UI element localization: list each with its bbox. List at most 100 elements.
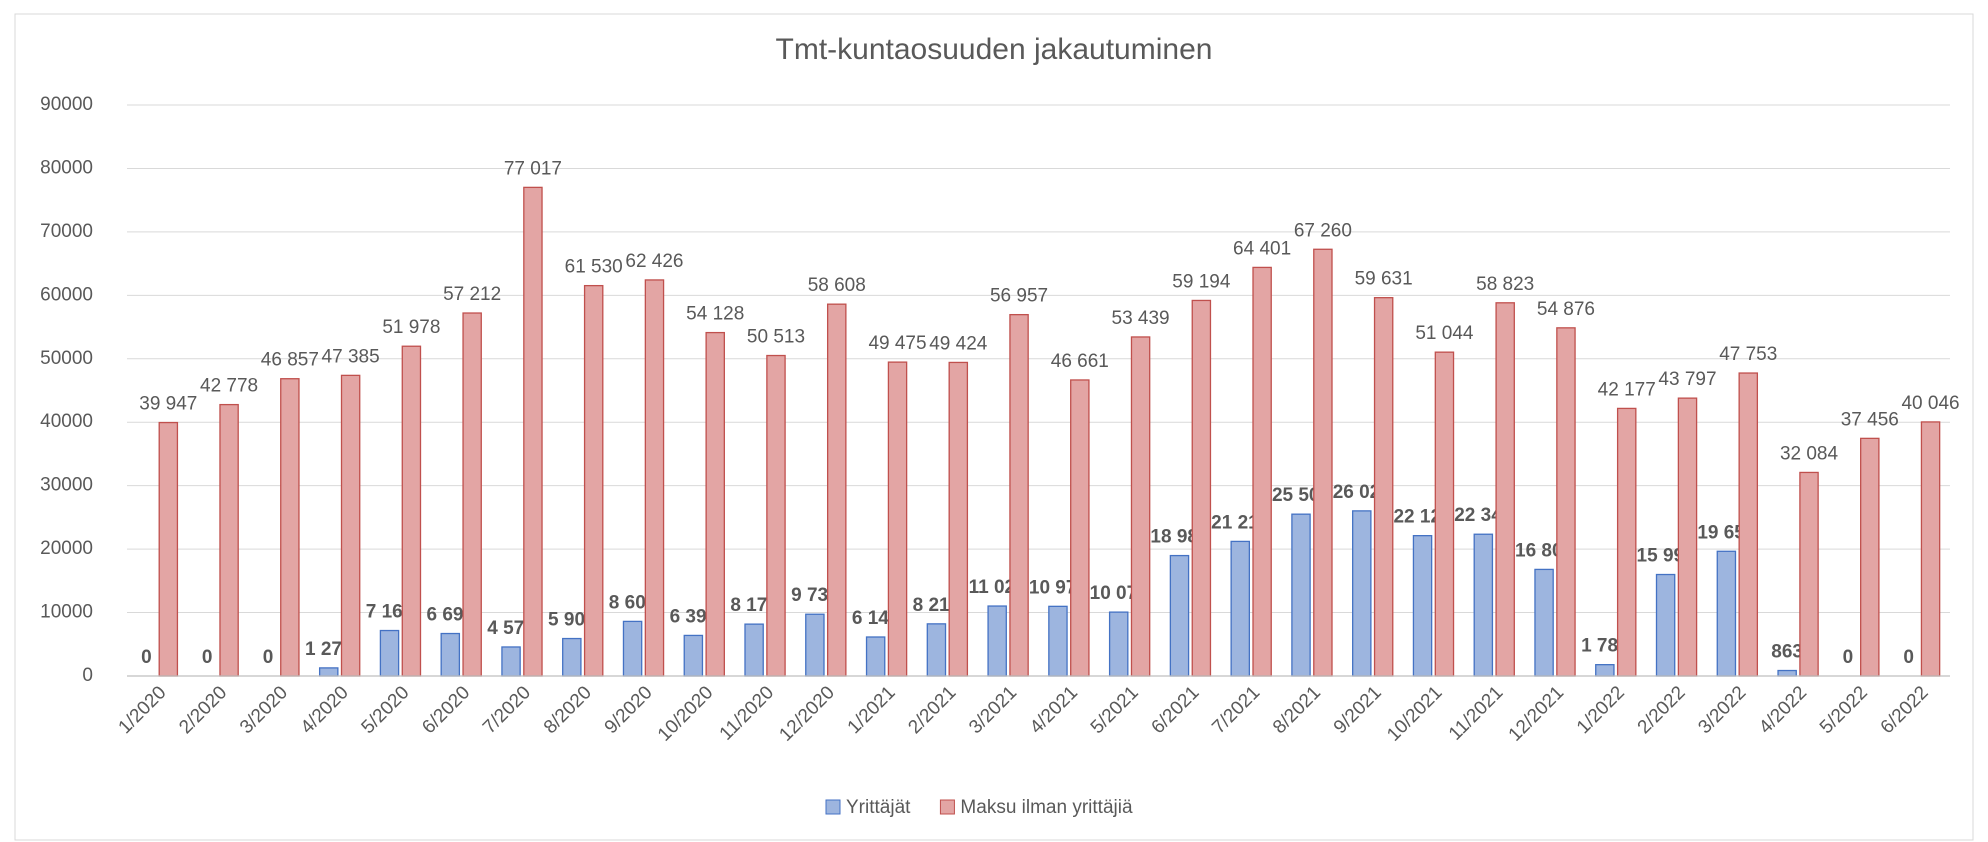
bar: [1313, 248, 1333, 677]
bar: [1009, 313, 1029, 677]
bar: [1373, 297, 1394, 677]
bar: [1352, 510, 1372, 677]
bar: [1108, 611, 1129, 677]
value-label: 42 177: [1598, 379, 1656, 400]
bar: [1291, 513, 1311, 677]
y-tick-label: 30000: [40, 475, 93, 496]
y-tick-label: 70000: [40, 221, 93, 242]
bar: [865, 636, 886, 677]
bar: [158, 421, 179, 677]
bar: [1556, 327, 1576, 677]
value-label: 32 084: [1780, 443, 1839, 464]
legend-label: Yrittäjät: [846, 797, 911, 818]
bar: [1473, 533, 1494, 677]
y-tick-label: 60000: [40, 284, 93, 305]
value-label: 49 475: [868, 333, 926, 354]
y-tick-label: 0: [82, 665, 93, 686]
value-label: 54 128: [686, 304, 744, 325]
value-label: 57 212: [443, 284, 501, 305]
value-label: 64 401: [1233, 238, 1291, 259]
bar: [219, 403, 239, 677]
value-label: 59 631: [1355, 269, 1413, 290]
bar: [987, 605, 1007, 677]
value-label: 54 876: [1537, 299, 1595, 320]
value-label: 46 661: [1051, 351, 1109, 372]
value-label: 0: [1843, 647, 1854, 668]
value-label: 58 608: [808, 275, 866, 296]
bar: [1595, 664, 1615, 677]
bar: [1434, 351, 1455, 677]
bar: [705, 331, 725, 677]
bar: [1738, 372, 1759, 677]
bar: [1048, 605, 1068, 677]
bar: [1777, 669, 1797, 677]
bar: [501, 646, 521, 677]
bar: [1677, 397, 1698, 677]
value-label: 6 147: [852, 608, 900, 629]
y-tick-label: 50000: [40, 348, 93, 369]
bar: [440, 632, 461, 677]
value-label: 0: [202, 647, 213, 668]
value-label: 8 219: [913, 595, 961, 616]
bar: [462, 312, 482, 677]
bar: [926, 623, 947, 677]
bar: [318, 667, 339, 677]
value-label: 0: [141, 647, 152, 668]
bar: [744, 623, 764, 677]
value-label: 62 426: [625, 251, 683, 272]
bar: [340, 374, 361, 677]
value-label: 42 778: [200, 376, 258, 397]
value-label: 47 753: [1719, 344, 1777, 365]
value-label: 46 857: [261, 350, 319, 371]
legend-swatch: [825, 799, 841, 815]
bar: [826, 303, 847, 677]
bar: [1230, 540, 1251, 677]
bar: [1655, 573, 1676, 677]
bar: [523, 186, 543, 677]
bar: [1191, 299, 1212, 677]
value-label: 7 167: [366, 602, 414, 623]
value-label: 0: [263, 647, 274, 668]
value-label: 43 797: [1658, 369, 1716, 390]
value-label: 40 046: [1901, 393, 1959, 414]
value-label: 863: [1771, 642, 1803, 663]
bar: [379, 629, 400, 677]
value-label: 67 260: [1294, 220, 1352, 241]
y-tick-label: 80000: [40, 157, 93, 178]
value-label: 47 385: [322, 346, 380, 367]
bar: [644, 279, 665, 677]
value-label: 1 277: [305, 639, 353, 660]
y-tick-label: 20000: [40, 538, 93, 559]
value-label: 1 786: [1581, 636, 1629, 657]
bar: [887, 361, 908, 677]
value-label: 0: [1903, 647, 1914, 668]
bar: [401, 345, 422, 677]
y-tick-label: 40000: [40, 411, 93, 432]
y-tick-label: 90000: [40, 94, 93, 115]
bar: [1860, 437, 1880, 677]
value-label: 56 957: [990, 286, 1048, 307]
bar: [1169, 554, 1190, 677]
value-label: 50 513: [747, 327, 805, 348]
bar: [622, 620, 643, 677]
value-label: 51 044: [1415, 323, 1474, 344]
bar: [1716, 550, 1737, 677]
value-label: 8 177: [730, 595, 778, 616]
bar: [1799, 471, 1819, 677]
legend-swatch: [939, 799, 955, 815]
bar: [1616, 407, 1637, 677]
bar: [1252, 266, 1272, 677]
bar: [1495, 302, 1515, 677]
value-label: 9 736: [791, 585, 839, 606]
bar: [583, 284, 604, 677]
value-label: 37 456: [1841, 409, 1899, 430]
value-label: 8 608: [609, 592, 657, 613]
bar: [1412, 535, 1433, 677]
value-label: 58 823: [1476, 274, 1534, 295]
bar: [280, 378, 300, 677]
value-label: 59 194: [1172, 271, 1231, 292]
bar: [766, 354, 786, 677]
bar: [562, 637, 582, 677]
bar: [805, 613, 825, 677]
